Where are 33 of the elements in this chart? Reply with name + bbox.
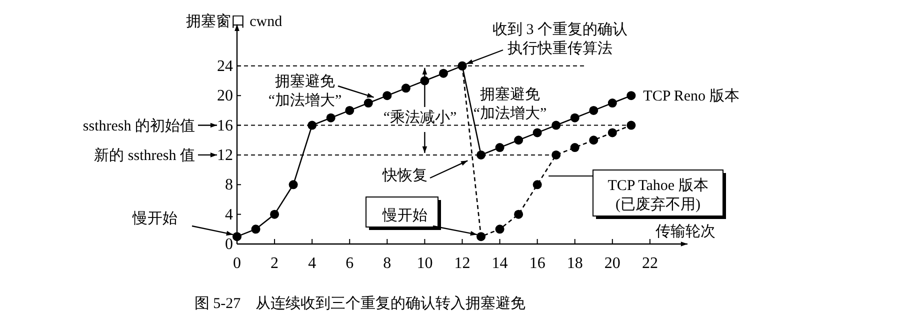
x-tick-label: 14 <box>492 255 508 272</box>
y-tick-label: 0 <box>225 236 233 253</box>
x-tick-label: 20 <box>604 255 620 272</box>
x-tick-label: 6 <box>346 255 354 272</box>
annotation: 快恢复 <box>382 168 428 184</box>
y-tick-label: 8 <box>225 176 233 194</box>
y-tick-label: 12 <box>217 146 233 164</box>
x-tick-label: 18 <box>566 255 583 272</box>
y-tick-label: 20 <box>217 88 233 105</box>
annotation: 执行快重传算法 <box>508 41 612 57</box>
annotation: 拥塞避免 “加法增大” <box>473 87 547 122</box>
y-tick-label: 24 <box>217 58 233 75</box>
ref-label: ssthresh 的初始值 <box>82 118 195 134</box>
x-tick-label: 16 <box>529 255 546 272</box>
annotation: 收到 3 个重复的确认 <box>492 22 628 38</box>
annotation: “乘法减小” <box>383 110 457 126</box>
x-tick-label: 4 <box>308 255 316 272</box>
ref-label: 新的 ssthresh 值 <box>94 148 195 164</box>
y-axis-title: 拥塞窗口 cwnd <box>186 13 283 30</box>
x-axis-title: 传输轮次 <box>655 223 716 240</box>
x-tick-label: 22 <box>642 255 658 272</box>
annotation: 慢开始 <box>132 211 178 227</box>
x-tick-label: 10 <box>416 255 433 272</box>
y-tick-label: 4 <box>225 206 233 224</box>
text: TCP Tahoe 版本 (已废弃不用) <box>608 177 708 213</box>
x-tick-label: 8 <box>383 255 392 272</box>
annotation: 拥塞避免 “加法增大” <box>268 74 342 109</box>
x-tick-label: 2 <box>270 255 279 272</box>
x-tick-label: 12 <box>454 255 470 272</box>
annotation: 图 5-27 从连续收到三个重复的确认转入拥塞避免 <box>194 296 526 312</box>
annotation: 慢开始 <box>382 208 428 224</box>
series-label: TCP Reno 版本 <box>643 88 740 105</box>
y-tick-label: 16 <box>217 117 233 134</box>
